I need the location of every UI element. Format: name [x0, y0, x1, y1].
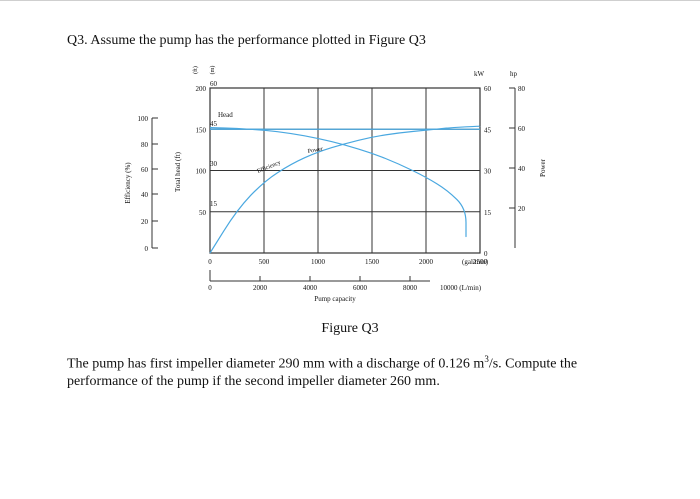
power-kw-tick-label: 30: [484, 168, 492, 176]
head-ft-tick-label: 200: [196, 85, 207, 93]
x-tick-label: 1000: [311, 258, 326, 266]
top-border: [0, 0, 700, 1]
efficiency-axis-title: Efficiency (%): [124, 162, 132, 204]
power-kw-tick-label: 60: [484, 85, 492, 93]
efficiency-tick-label: 0: [145, 245, 149, 253]
secondary-x-tick-label: 6000: [353, 284, 368, 292]
x-tick-label: 1500: [365, 258, 380, 266]
x-tick-label: 2000: [419, 258, 434, 266]
problem-paragraph: The pump has first impeller diameter 290…: [67, 351, 627, 390]
head-ft-unit: (ft): [192, 66, 199, 74]
head-curve-label: Head: [218, 111, 233, 119]
efficiency-tick-label: 60: [141, 166, 149, 174]
x-unit-primary: (gal/min): [462, 258, 489, 266]
power-hp-tick-label: 80: [518, 85, 526, 93]
head-curve: [209, 127, 467, 238]
paragraph-superscript: 3: [484, 354, 489, 364]
question-text: Q3. Assume the pump has the performance …: [67, 33, 426, 48]
paragraph-line2: performance of the pump if the second im…: [67, 373, 440, 389]
power-kw-tick-label: 0: [484, 250, 488, 258]
power-kw-tick-label: 45: [484, 126, 492, 134]
head-axis-title: Total head (ft): [174, 151, 182, 192]
x-tick-label: 2500: [473, 258, 488, 266]
head-ft-tick-label: 150: [196, 126, 207, 134]
power-curve-label: Power: [307, 146, 323, 155]
head-m-tick-label: 30: [210, 160, 218, 168]
chart-grid: [209, 87, 481, 254]
secondary-x-tick-label: 2000: [253, 284, 268, 292]
power-kw-unit: kW: [474, 70, 485, 78]
power-hp-tick-label: 40: [518, 165, 526, 173]
head-m-tick-label: 45: [210, 120, 218, 128]
power-hp-tick-label: 20: [518, 205, 526, 213]
head-m-tick-label: 15: [210, 200, 218, 208]
chart-axes: [151, 87, 516, 282]
x-axis-title: Pump capacity: [314, 295, 356, 303]
power-kw-tick-label: 15: [484, 209, 492, 217]
power-hp-unit: hp: [510, 70, 518, 78]
power-axis-title: Power: [539, 158, 547, 177]
efficiency-tick-label: 20: [141, 218, 149, 226]
efficiency-curve: [209, 125, 481, 254]
head-ft-tick-label: 100: [196, 168, 207, 176]
secondary-x-tick-label: 8000: [403, 284, 418, 292]
figure-caption: Figure Q3: [321, 321, 379, 336]
efficiency-tick-label: 100: [138, 115, 149, 123]
paragraph-line1-end: /s. Compute the: [488, 356, 578, 372]
power-hp-tick-label: 60: [518, 125, 526, 133]
head-m-unit: (m): [209, 66, 216, 75]
head-ft-tick-label: 50: [199, 209, 207, 217]
paragraph-line1-start: The pump has first impeller diameter 290…: [67, 356, 485, 372]
efficiency-tick-label: 80: [141, 141, 149, 149]
x-unit-secondary: 10000 (L/min): [440, 284, 482, 292]
head-m-tick-label: 60: [210, 80, 218, 88]
x-tick-label: 0: [208, 258, 212, 266]
secondary-x-tick-label: 4000: [303, 284, 318, 292]
x-tick-label: 500: [259, 258, 270, 266]
efficiency-tick-label: 40: [141, 191, 149, 199]
secondary-x-tick-label: 0: [208, 284, 212, 292]
chart-curves: [209, 125, 481, 254]
